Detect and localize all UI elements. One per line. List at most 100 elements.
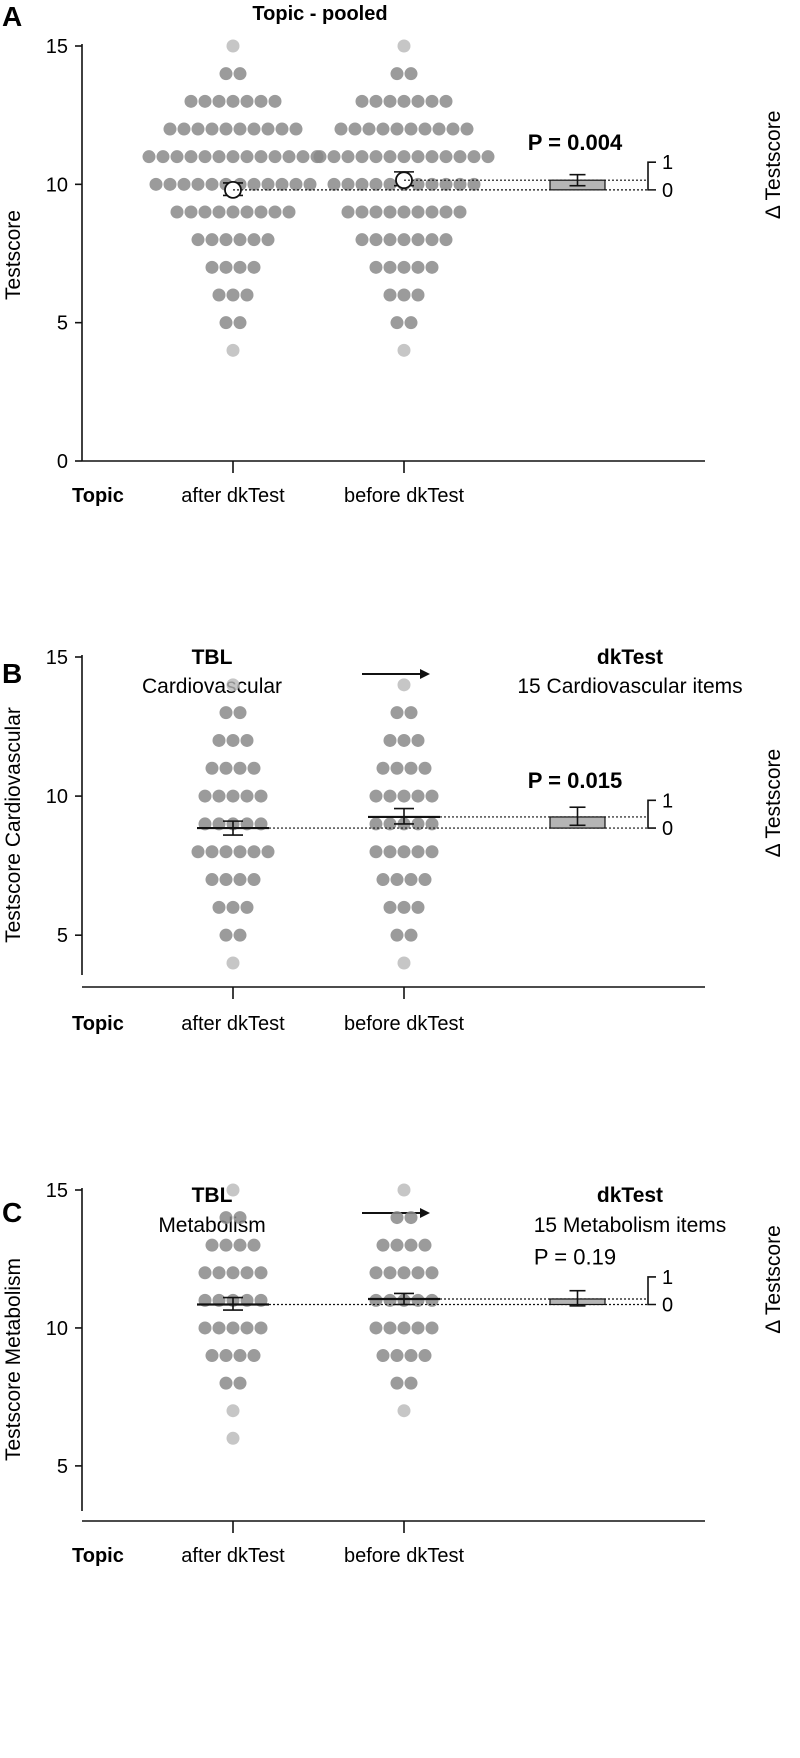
data-point [390, 928, 404, 942]
data-point [397, 288, 411, 302]
data-point [460, 122, 474, 136]
data-point [261, 177, 275, 191]
data-point [313, 150, 327, 164]
delta-tick-label-0: 0 [662, 818, 673, 840]
delta-tick-label-0: 0 [662, 1294, 673, 1316]
data-point [432, 122, 446, 136]
data-point [247, 1349, 261, 1363]
data-point [233, 873, 247, 887]
data-point [418, 122, 432, 136]
delta-tick-label-1: 1 [662, 152, 673, 174]
x-tick-label: after dkTest [181, 1013, 285, 1035]
data-point [268, 150, 282, 164]
x-tick-label: after dkTest [181, 485, 285, 507]
data-point [404, 1238, 418, 1252]
data-point [212, 789, 226, 803]
y-axis-label: Testscore [2, 210, 25, 300]
data-point [383, 233, 397, 247]
data-point [341, 177, 355, 191]
data-point [418, 1238, 432, 1252]
data-point [219, 260, 233, 274]
data-point [240, 288, 254, 302]
data-point [226, 789, 240, 803]
data-point [240, 94, 254, 108]
data-point [233, 1238, 247, 1252]
data-point [233, 706, 247, 720]
data-point [212, 733, 226, 747]
data-point [247, 233, 261, 247]
data-point [383, 1266, 397, 1280]
data-point [376, 873, 390, 887]
delta-axis-label: Δ Testscore [762, 111, 785, 220]
panel-b-header-right-bold: dkTest [597, 646, 663, 669]
data-point [383, 205, 397, 219]
delta-tick-label-0: 0 [662, 180, 673, 202]
data-point [369, 817, 383, 831]
data-point [226, 900, 240, 914]
data-point [404, 761, 418, 775]
data-point [369, 205, 383, 219]
data-point [156, 150, 170, 164]
data-point [390, 67, 404, 81]
data-point [198, 789, 212, 803]
data-point [411, 94, 425, 108]
data-point [254, 94, 268, 108]
panel-b-header-right-sub: 15 Cardiovascular items [517, 675, 742, 698]
data-point [467, 150, 481, 164]
data-point [233, 233, 247, 247]
data-point [240, 1321, 254, 1335]
data-point [296, 150, 310, 164]
data-point [247, 845, 261, 859]
data-point [205, 873, 219, 887]
data-point [397, 1321, 411, 1335]
data-point [219, 122, 233, 136]
data-point [425, 789, 439, 803]
data-point [240, 733, 254, 747]
data-point [425, 150, 439, 164]
data-point [453, 177, 467, 191]
data-point [233, 260, 247, 274]
data-point [453, 205, 467, 219]
data-point [219, 1349, 233, 1363]
data-point [198, 1266, 212, 1280]
panel-label-a: A [2, 1, 22, 32]
p-value-label: P = 0.015 [528, 768, 622, 793]
data-point [467, 177, 481, 191]
y-tick-label: 5 [57, 925, 68, 947]
data-point [268, 94, 282, 108]
data-point [205, 1349, 219, 1363]
data-point [411, 900, 425, 914]
data-point [247, 177, 261, 191]
data-point [177, 177, 191, 191]
x-tick-label: before dkTest [344, 1545, 465, 1567]
data-point [226, 678, 240, 692]
data-point [261, 233, 275, 247]
data-point [397, 900, 411, 914]
data-point [355, 94, 369, 108]
data-point [355, 233, 369, 247]
data-point [383, 845, 397, 859]
data-point [397, 678, 411, 692]
data-point [383, 150, 397, 164]
data-point [397, 260, 411, 274]
data-point [439, 205, 453, 219]
data-point [390, 873, 404, 887]
data-point [219, 67, 233, 81]
data-point [411, 205, 425, 219]
data-point [289, 177, 303, 191]
y-tick-label: 15 [46, 1180, 68, 1202]
y-axis-label: Testscore Metabolism [2, 1258, 25, 1461]
data-point [376, 1349, 390, 1363]
data-point [205, 260, 219, 274]
data-point [327, 150, 341, 164]
data-point [212, 94, 226, 108]
data-point [233, 928, 247, 942]
data-point [226, 1404, 240, 1418]
data-point [233, 316, 247, 330]
data-point [383, 260, 397, 274]
data-point [411, 177, 425, 191]
data-point [226, 205, 240, 219]
